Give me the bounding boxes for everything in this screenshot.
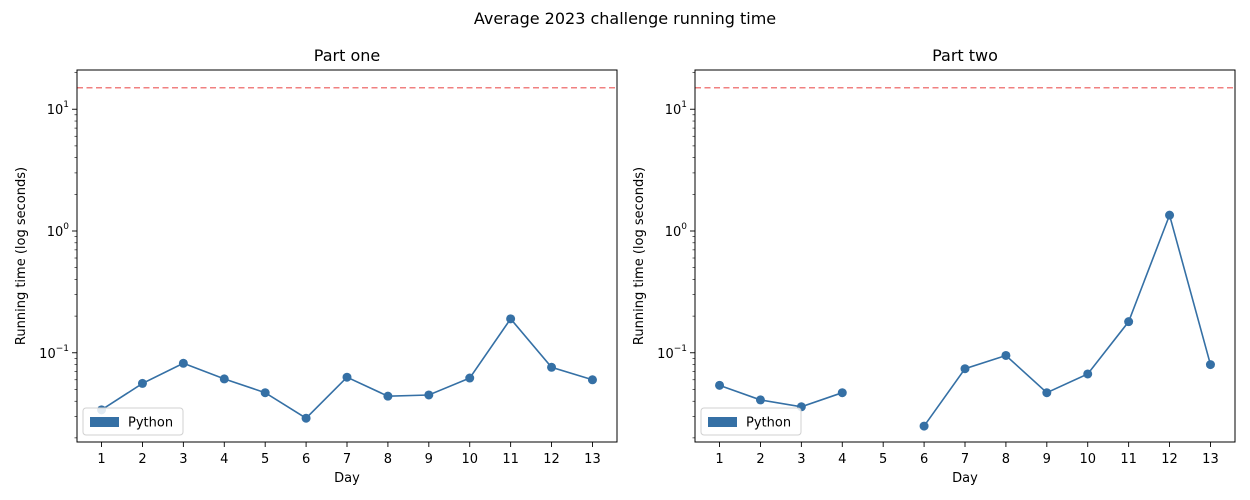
series-line	[719, 384, 843, 408]
x-tick-label: 7	[343, 452, 351, 467]
y-tick-label: 100	[665, 222, 688, 240]
x-tick-label: 3	[797, 452, 805, 467]
panel-title: Part two	[932, 46, 998, 65]
data-point	[178, 358, 188, 368]
legend-box	[82, 407, 184, 436]
y-tick-label: 101	[47, 100, 69, 118]
x-tick-label: 5	[879, 452, 887, 467]
y-axis-label: Running time (log seconds)	[632, 167, 647, 345]
data-point	[342, 372, 352, 382]
data-point	[219, 374, 229, 384]
x-tick-label: 10	[1079, 452, 1096, 467]
data-point	[383, 391, 393, 401]
data-point	[919, 421, 929, 431]
data-point	[587, 375, 597, 385]
x-tick-label: 4	[220, 452, 228, 467]
x-tick-label: 6	[302, 452, 310, 467]
data-point	[260, 388, 270, 398]
data-point	[755, 395, 765, 405]
x-tick-label: 9	[425, 452, 433, 467]
x-tick-label: 13	[584, 452, 601, 467]
x-tick-label: 5	[261, 452, 269, 467]
x-tick-label: 10	[461, 452, 478, 467]
data-point	[960, 364, 970, 374]
x-tick-label: 13	[1202, 452, 1219, 467]
panel-title: Part one	[314, 46, 380, 65]
legend-label: Python	[128, 416, 173, 431]
legend-swatch	[90, 417, 119, 427]
series-line	[101, 317, 593, 420]
legend-swatch	[708, 417, 737, 427]
series-line	[923, 212, 1212, 427]
x-tick-label: 11	[502, 452, 519, 467]
legend-box	[700, 407, 802, 436]
x-tick-label: 1	[715, 452, 723, 467]
x-tick-label: 12	[1161, 452, 1178, 467]
y-axis-label: Running time (log seconds)	[14, 167, 29, 345]
x-tick-label: 3	[179, 452, 187, 467]
x-tick-label: 11	[1120, 452, 1137, 467]
data-point	[1042, 388, 1052, 398]
x-tick-label: 12	[543, 452, 560, 467]
x-tick-label: 4	[838, 452, 846, 467]
x-axis-label: Day	[952, 471, 978, 486]
data-point	[137, 378, 147, 388]
figure-title: Average 2023 challenge running time	[474, 9, 776, 28]
y-tick-label: 10−1	[39, 344, 69, 362]
data-point	[301, 413, 311, 423]
data-point	[1001, 350, 1011, 360]
x-tick-label: 8	[384, 452, 392, 467]
axes-frame	[694, 69, 1236, 443]
x-tick-label: 8	[1002, 452, 1010, 467]
x-tick-label: 2	[756, 452, 764, 467]
data-point	[547, 362, 557, 372]
axes-frame	[76, 69, 618, 443]
x-tick-label: 2	[138, 452, 146, 467]
data-point	[837, 388, 847, 398]
y-tick-label: 10−1	[657, 344, 687, 362]
data-point	[715, 380, 725, 390]
legend-label: Python	[746, 416, 791, 431]
panel-part-two: Part two Day Running time (log seconds) …	[632, 46, 1236, 486]
panel-part-one: Part one Day Running time (log seconds) …	[14, 46, 618, 486]
x-tick-label: 1	[97, 452, 105, 467]
x-tick-label: 9	[1043, 452, 1051, 467]
x-tick-label: 6	[920, 452, 928, 467]
y-tick-label: 100	[47, 222, 70, 240]
data-point	[1165, 210, 1175, 220]
data-point	[465, 373, 475, 383]
x-tick-label: 7	[961, 452, 969, 467]
data-point	[424, 390, 434, 400]
data-point	[1083, 369, 1093, 379]
data-point	[1124, 317, 1134, 327]
data-point	[506, 314, 516, 324]
y-tick-label: 101	[665, 100, 687, 118]
x-axis-label: Day	[334, 471, 360, 486]
data-point	[1205, 360, 1215, 370]
